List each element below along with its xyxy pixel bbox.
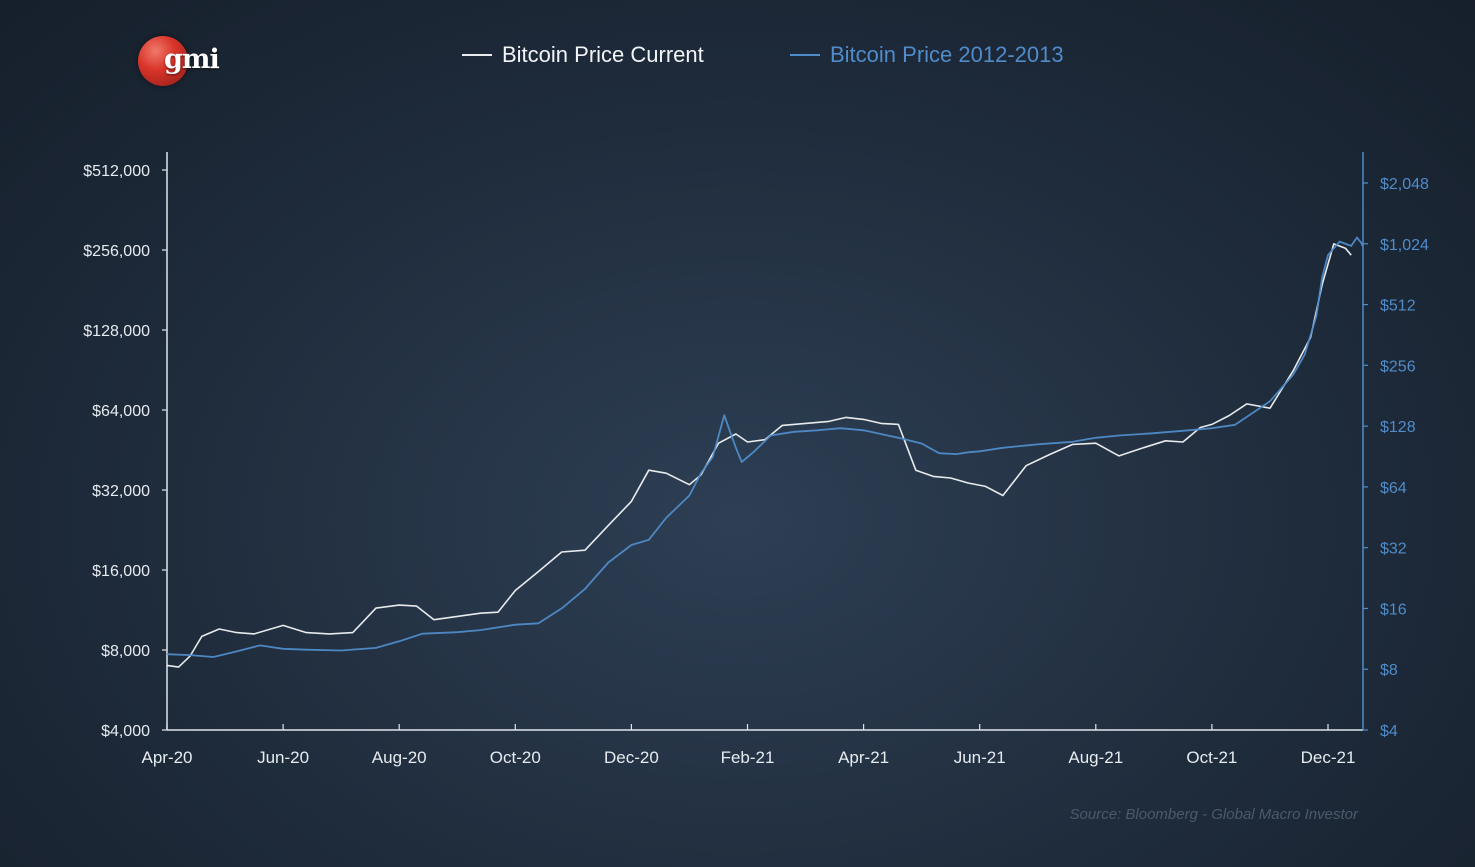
x-tick-label: Oct-21 bbox=[1186, 748, 1237, 767]
y-left-tick-label: $32,000 bbox=[92, 483, 150, 500]
x-tick-label: Aug-21 bbox=[1068, 748, 1123, 767]
x-tick-label: Apr-20 bbox=[141, 748, 192, 767]
legend-item-current: Bitcoin Price Current bbox=[462, 42, 704, 68]
x-tick-label: Apr-21 bbox=[838, 748, 889, 767]
series-line-current bbox=[166, 243, 1352, 668]
y-left-tick-label: $16,000 bbox=[92, 563, 150, 580]
y-left-tick-label: $4,000 bbox=[101, 723, 150, 740]
x-tick-label: Jun-21 bbox=[954, 748, 1006, 767]
legend-item-historic: Bitcoin Price 2012-2013 bbox=[790, 42, 1064, 68]
y-left-tick-label: $8,000 bbox=[101, 643, 150, 660]
y-right-tick-label: $256 bbox=[1380, 358, 1416, 375]
y-left-tick-label: $512,000 bbox=[83, 163, 150, 180]
x-tick-label: Feb-21 bbox=[721, 748, 775, 767]
y-right-tick-label: $2,048 bbox=[1380, 176, 1429, 193]
logo-ball-icon bbox=[138, 36, 188, 86]
y-right-tick-label: $1,024 bbox=[1380, 237, 1429, 254]
y-right-tick-label: $4 bbox=[1380, 723, 1398, 740]
y-right-tick-label: $8 bbox=[1380, 662, 1398, 679]
y-left-tick-label: $128,000 bbox=[83, 323, 150, 340]
x-tick-label: Oct-20 bbox=[490, 748, 541, 767]
y-right-tick-label: $128 bbox=[1380, 419, 1416, 436]
x-tick-label: Aug-20 bbox=[372, 748, 427, 767]
legend-swatch-current bbox=[462, 54, 492, 56]
logo-text: gmi bbox=[164, 44, 220, 75]
gmi-logo: gmi bbox=[130, 30, 240, 90]
y-right-tick-label: $512 bbox=[1380, 298, 1416, 315]
legend-label-historic: Bitcoin Price 2012-2013 bbox=[830, 42, 1064, 67]
legend-label-current: Bitcoin Price Current bbox=[502, 42, 704, 67]
x-tick-label: Dec-20 bbox=[604, 748, 659, 767]
x-tick-label: Jun-20 bbox=[257, 748, 309, 767]
source-note: Source: Bloomberg - Global Macro Investo… bbox=[1069, 806, 1358, 823]
y-left-tick-label: $64,000 bbox=[92, 403, 150, 420]
series-line-historic bbox=[166, 236, 1363, 658]
legend-swatch-historic bbox=[790, 54, 820, 56]
y-right-tick-label: $32 bbox=[1380, 541, 1407, 558]
y-left-tick-label: $256,000 bbox=[83, 243, 150, 260]
y-right-tick-label: $64 bbox=[1380, 480, 1407, 497]
y-right-tick-label: $16 bbox=[1380, 601, 1407, 618]
x-tick-label: Dec-21 bbox=[1301, 748, 1356, 767]
